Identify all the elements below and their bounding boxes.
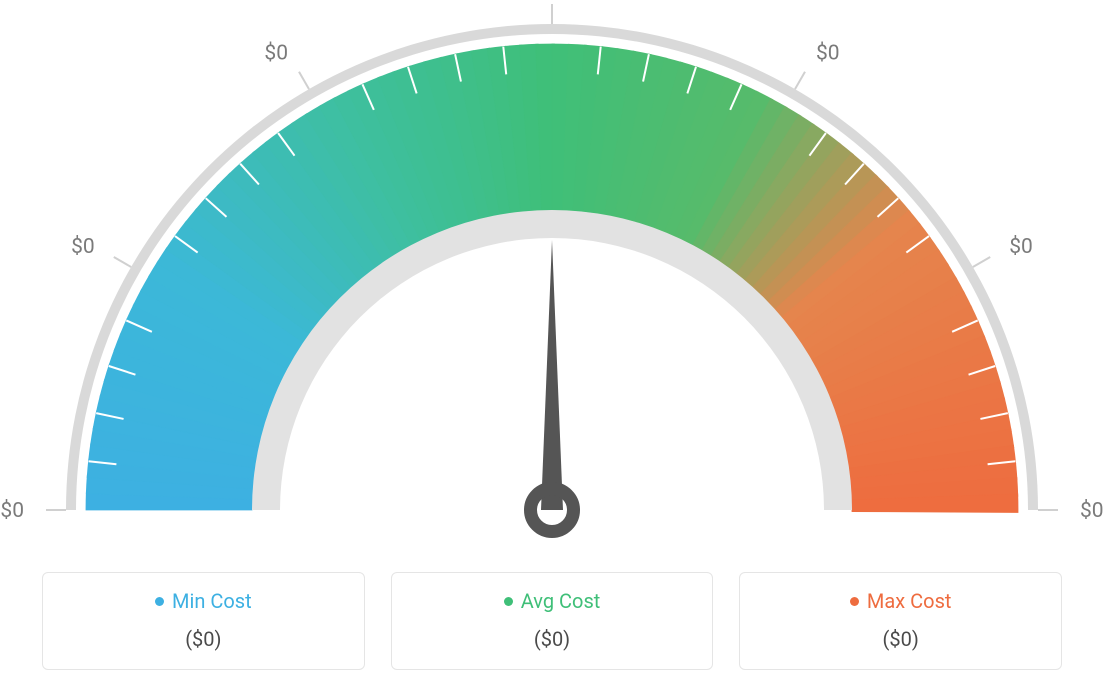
legend-value-avg: ($0)	[404, 627, 701, 651]
svg-text:$0: $0	[816, 42, 840, 66]
legend-dot-min	[155, 597, 164, 606]
legend-card-max: Max Cost ($0)	[739, 572, 1062, 670]
legend-value-max: ($0)	[752, 627, 1049, 651]
gauge-chart: $0$0$0$0$0$0$0	[0, 0, 1104, 560]
svg-text:$0: $0	[1080, 499, 1104, 523]
cost-gauge-container: $0$0$0$0$0$0$0 Min Cost ($0) Avg Cost ($…	[0, 0, 1104, 690]
svg-text:$0: $0	[0, 499, 24, 523]
svg-text:$0: $0	[264, 42, 288, 66]
legend-label-min: Min Cost	[172, 589, 252, 613]
legend-card-avg: Avg Cost ($0)	[391, 572, 714, 670]
legend-dot-avg	[504, 597, 513, 606]
legend-row: Min Cost ($0) Avg Cost ($0) Max Cost ($0…	[42, 572, 1062, 670]
legend-title-min: Min Cost	[155, 589, 252, 613]
legend-title-max: Max Cost	[850, 589, 952, 613]
svg-text:$0: $0	[71, 235, 95, 259]
legend-card-min: Min Cost ($0)	[42, 572, 365, 670]
legend-label-max: Max Cost	[867, 589, 952, 613]
legend-title-avg: Avg Cost	[504, 589, 601, 613]
legend-dot-max	[850, 597, 859, 606]
legend-value-min: ($0)	[55, 627, 352, 651]
svg-text:$0: $0	[1009, 235, 1033, 259]
legend-label-avg: Avg Cost	[521, 589, 601, 613]
